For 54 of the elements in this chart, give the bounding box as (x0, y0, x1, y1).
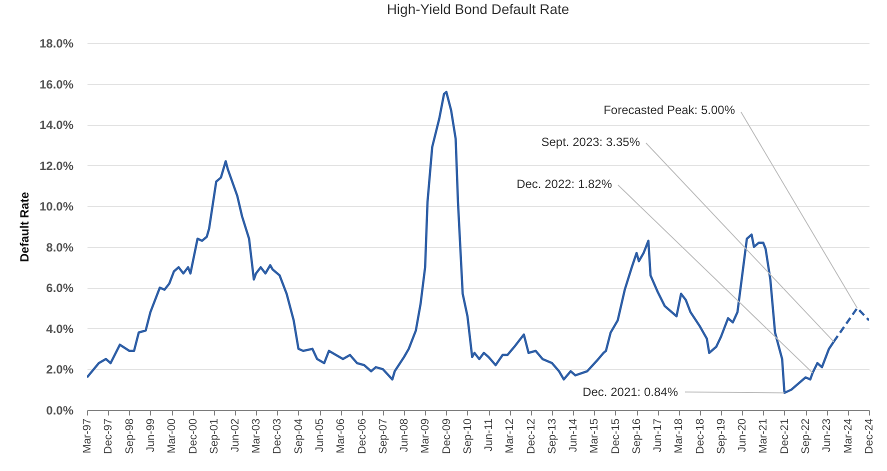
x-tick-label: Dec-09 (440, 418, 453, 454)
annotation: Dec. 2022: 1.82% (516, 177, 612, 191)
x-tick-label: Mar-18 (673, 418, 686, 454)
x-tick-label: Sep-10 (462, 418, 474, 454)
x-tick-label: Sep-04 (292, 418, 305, 454)
x-tick-label: Dec-24 (864, 418, 876, 454)
x-tick-label: Sep-19 (716, 418, 728, 454)
chart-title: High-Yield Bond Default Rate (386, 1, 570, 17)
y-tick-label: 2.0% (46, 362, 74, 377)
x-tick-label: Sep-16 (631, 418, 644, 454)
y-tick-label: 18.0% (39, 36, 74, 50)
x-tick-label: Jun-23 (821, 418, 834, 452)
x-tick-label: Mar-06 (335, 418, 348, 454)
x-tick-label: Sep-13 (546, 418, 559, 454)
x-tick-label: Mar-00 (166, 418, 178, 454)
x-tick-label: Sep-22 (800, 418, 812, 454)
x-tick-label: Jun-99 (144, 418, 157, 452)
x-tick-label: Dec-00 (187, 418, 200, 454)
x-tick-label: Mar-97 (82, 418, 94, 454)
x-tick-label: Jun-11 (483, 418, 496, 452)
x-tick-label: Dec-03 (272, 418, 284, 454)
annotation: Dec. 2021: 0.84% (582, 385, 678, 399)
x-tick-label: Mar-15 (588, 418, 601, 454)
y-tick-label: 16.0% (39, 77, 74, 92)
y-tick-label: 10.0% (39, 200, 74, 214)
x-tick-label: Mar-09 (420, 418, 432, 454)
x-tick-label: Dec-12 (525, 418, 538, 454)
x-tick-label: Mar-12 (504, 418, 516, 454)
x-tick-label: Sep-01 (208, 418, 220, 454)
x-tick-label: Dec-21 (778, 418, 791, 454)
x-tick-label: Sep-98 (124, 418, 136, 454)
y-tick-label: 0.0% (46, 404, 74, 418)
y-axis-title: Default Rate (17, 192, 32, 262)
x-tick-label: Mar-24 (842, 418, 854, 454)
x-tick-label: Jun-02 (229, 418, 242, 452)
x-tick-label: Jun-05 (314, 418, 326, 452)
annotation: Sept. 2023: 3.35% (541, 135, 640, 149)
y-tick-label: 14.0% (39, 118, 74, 132)
x-tick-label: Jun-14 (568, 418, 580, 452)
y-tick-label: 8.0% (46, 240, 74, 254)
x-tick-label: Jun-08 (398, 418, 411, 452)
x-tick-label: Mar-21 (758, 418, 770, 454)
annotation: Forecasted Peak: 5.00% (604, 103, 736, 117)
x-tick-label: Mar-03 (250, 418, 263, 454)
y-tick-label: 6.0% (46, 281, 74, 296)
x-tick-label: Dec-18 (694, 418, 706, 454)
y-tick-label: 4.0% (46, 322, 74, 336)
y-tick-label: 12.0% (39, 158, 74, 173)
x-tick-label: Dec-97 (102, 418, 115, 454)
x-tick-label: Jun-17 (652, 418, 664, 452)
x-tick-label: Sep-07 (377, 418, 390, 454)
x-tick-label: Dec-15 (610, 418, 622, 454)
x-tick-label: Jun-20 (736, 418, 749, 452)
x-tick-label: Dec-06 (356, 418, 368, 454)
